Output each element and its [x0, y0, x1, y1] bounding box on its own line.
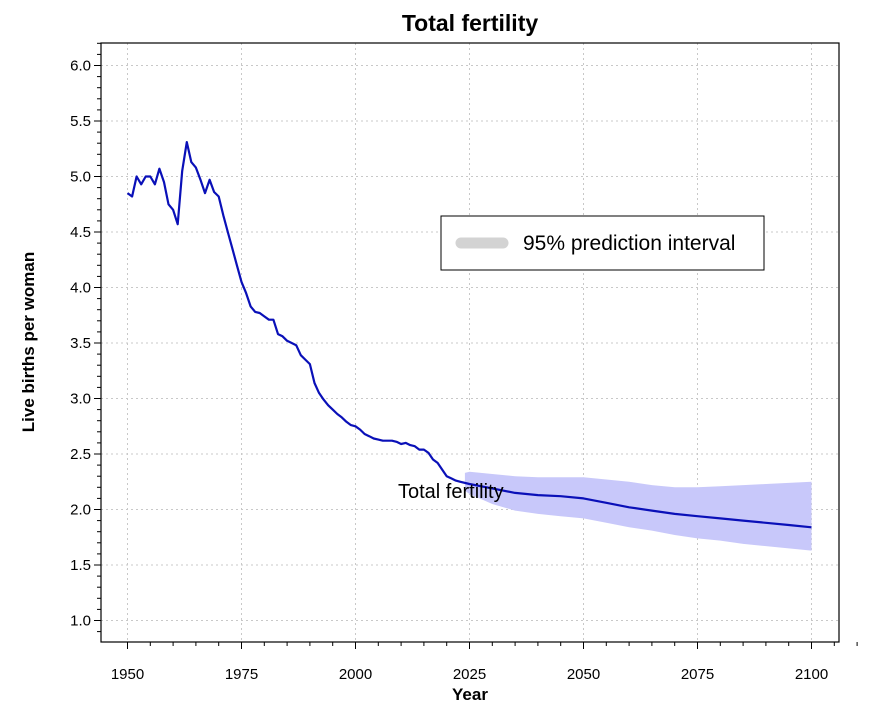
y-tick-label: 5.0	[70, 169, 91, 186]
series-label: Total fertility	[398, 481, 504, 503]
legend: 95% prediction interval	[440, 215, 765, 271]
y-tick-label: 6.0	[70, 58, 91, 75]
x-tick-label: 2100	[795, 666, 828, 683]
x-tick-label: 2025	[453, 666, 486, 683]
y-tick-label: 4.0	[70, 280, 91, 297]
y-tick-label: 2.5	[70, 446, 91, 463]
series-line	[126, 141, 812, 529]
y-tick-label: 1.0	[70, 613, 91, 630]
y-tick-label: 3.0	[70, 391, 91, 408]
y-axis: 1.0 1.5 2.0 2.5 3.0 3.5 4.0 4.5 5.0 5.5 6.0	[70, 42, 101, 633]
prediction-interval-band	[464, 471, 812, 551]
x-tick-label: 1975	[225, 666, 258, 683]
chart-title: Total fertility	[402, 10, 539, 36]
y-tick-label: 4.5	[70, 224, 91, 241]
x-axis: 1950 1975 2000 2025 2050 2075 2100	[111, 642, 858, 683]
x-tick-label: 2075	[681, 666, 714, 683]
y-tick-label: 3.5	[70, 335, 91, 352]
y-tick-label: 1.5	[70, 557, 91, 574]
x-axis-title: Year	[452, 685, 488, 704]
y-tick-label: 2.0	[70, 502, 91, 519]
y-axis-title: Live births per woman	[19, 252, 38, 432]
x-tick-label: 1950	[111, 666, 144, 683]
legend-entry-label: 95% prediction interval	[523, 232, 735, 255]
grid-lines	[101, 43, 839, 642]
total-fertility-line	[126, 141, 812, 529]
y-tick-label: 5.5	[70, 113, 91, 130]
x-tick-label: 2000	[339, 666, 372, 683]
prediction-interval-area	[464, 471, 812, 551]
x-tick-label: 2050	[567, 666, 600, 683]
